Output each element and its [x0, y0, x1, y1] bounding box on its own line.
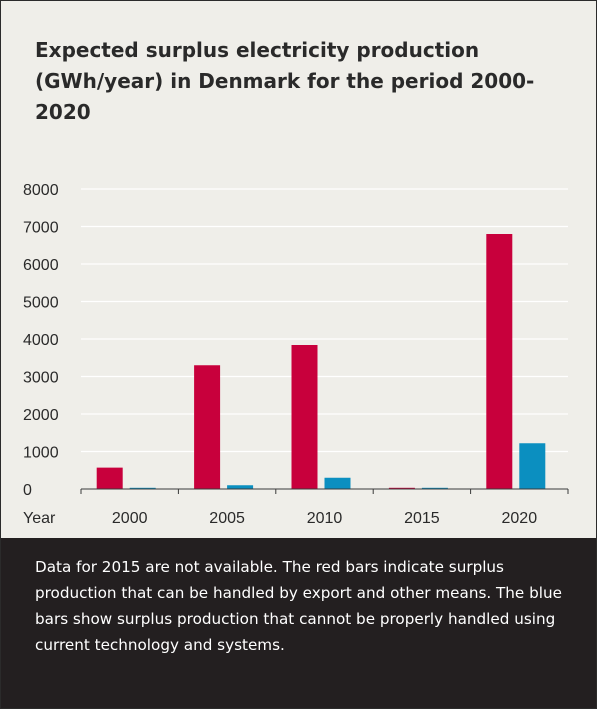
bar-unhandled-2020	[519, 443, 546, 489]
y-tick-label: 5000	[23, 295, 59, 312]
x-tick-label: 2020	[502, 510, 538, 527]
y-tick-label: 3000	[23, 370, 59, 387]
x-tick-label: 2000	[112, 510, 148, 527]
x-tick-label: 2005	[209, 510, 245, 527]
y-tick-label: 0	[23, 482, 32, 499]
y-tick-label: 1000	[23, 445, 59, 462]
bar-exportable-2005	[194, 365, 221, 489]
bar-exportable-2020	[486, 234, 513, 489]
chart-title: Expected surplus electricity production …	[35, 38, 535, 124]
bar-unhandled-2010	[324, 477, 351, 489]
y-tick-label: 2000	[23, 407, 59, 424]
y-tick-label: 7000	[23, 220, 59, 237]
y-tick-label: 6000	[23, 257, 59, 274]
y-tick-labels: 0 1000 2000 3000 4000 5000 6000 7000 8000	[23, 182, 59, 499]
y-tick-label: 4000	[23, 332, 59, 349]
x-tick-labels: 2000 2005 2010 2015 2020	[112, 510, 537, 527]
bar-unhandled-2015	[421, 487, 448, 489]
x-axis-label: Year	[23, 510, 56, 527]
x-tick-label: 2010	[307, 510, 343, 527]
caption-text: Data for 2015 are not available. The red…	[35, 558, 562, 654]
bar-exportable-2015	[388, 487, 415, 489]
y-tick-label: 8000	[23, 182, 59, 199]
bar-unhandled-2000	[129, 487, 156, 489]
bar-unhandled-2005	[227, 485, 254, 489]
x-tick-label: 2015	[404, 510, 440, 527]
bars	[96, 234, 546, 489]
caption-box: Data for 2015 are not available. The red…	[1, 538, 596, 708]
bar-exportable-2010	[291, 345, 318, 489]
bar-exportable-2000	[96, 467, 123, 489]
